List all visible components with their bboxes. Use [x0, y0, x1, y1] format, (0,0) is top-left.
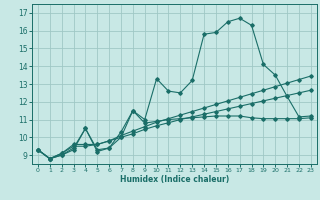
X-axis label: Humidex (Indice chaleur): Humidex (Indice chaleur) [120, 175, 229, 184]
